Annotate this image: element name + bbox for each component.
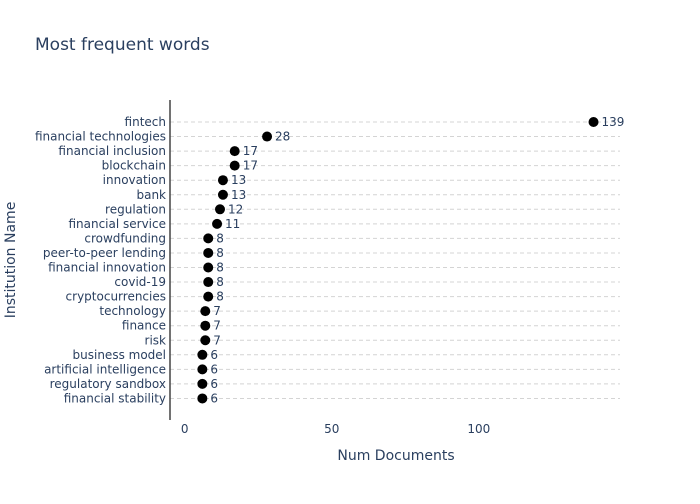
category-label: covid-19	[114, 275, 166, 289]
data-point	[197, 393, 208, 404]
data-label: 13	[231, 173, 246, 187]
data-label: 28	[275, 130, 290, 144]
data-label: 6	[210, 391, 218, 405]
data-label: 7	[213, 304, 221, 318]
category-label: financial inclusion	[58, 144, 166, 158]
data-point	[229, 160, 240, 171]
category-label: financial service	[68, 217, 166, 231]
category-label: cryptocurrencies	[66, 290, 166, 304]
category-label: bank	[136, 188, 166, 202]
data-points	[197, 117, 599, 404]
category-label: artificial intelligence	[44, 362, 166, 376]
category-label: regulatory sandbox	[50, 377, 166, 391]
x-tick-label: 100	[467, 422, 490, 436]
category-label: innovation	[103, 173, 166, 187]
data-label: 6	[210, 377, 218, 391]
x-tick-labels: 0 50 100	[181, 422, 490, 436]
data-point	[197, 349, 208, 360]
data-point	[200, 306, 211, 317]
data-point	[203, 233, 214, 244]
category-label: regulation	[105, 202, 166, 216]
data-label: 6	[210, 348, 218, 362]
data-label: 8	[216, 231, 224, 245]
data-label: 11	[225, 217, 240, 231]
data-point	[262, 131, 273, 142]
data-point	[217, 175, 228, 186]
x-axis-title: Num Documents	[337, 448, 454, 464]
data-point	[197, 364, 208, 375]
data-point	[215, 204, 225, 215]
data-label: 7	[213, 319, 221, 333]
data-label: 17	[243, 159, 258, 173]
category-label: technology	[99, 304, 166, 318]
data-point	[200, 320, 211, 331]
x-tick-label: 0	[181, 422, 189, 436]
data-label: 8	[216, 275, 224, 289]
data-label: 6	[210, 362, 218, 376]
data-point	[588, 117, 599, 127]
category-label: financial innovation	[48, 261, 166, 275]
y-axis-title: Institution Name	[3, 202, 19, 319]
grid-layer	[170, 121, 620, 399]
data-label: 8	[216, 246, 224, 260]
x-tick-label: 50	[324, 422, 339, 436]
data-point	[203, 291, 214, 302]
data-label: 13	[231, 188, 246, 202]
category-label: business model	[73, 348, 166, 362]
category-label: financial technologies	[35, 130, 166, 144]
chart-title: Most frequent words	[35, 35, 210, 55]
data-point	[197, 378, 208, 389]
data-point	[203, 247, 214, 258]
data-point	[212, 218, 223, 229]
category-label: blockchain	[102, 159, 166, 173]
data-point	[203, 262, 214, 273]
data-label: 139	[602, 115, 625, 129]
category-label: risk	[145, 333, 167, 347]
category-label: financial stability	[64, 391, 166, 405]
category-label: peer-to-peer lending	[43, 246, 166, 260]
data-label: 8	[216, 290, 224, 304]
category-label: crowdfunding	[84, 231, 166, 245]
category-label: finance	[122, 319, 166, 333]
category-label: fintech	[125, 115, 166, 129]
data-label: 17	[243, 144, 258, 158]
data-label: 8	[216, 261, 224, 275]
data-point	[200, 335, 211, 346]
data-point	[217, 189, 228, 200]
data-point	[229, 146, 240, 157]
data-label: 7	[213, 333, 221, 347]
data-label: 12	[228, 202, 243, 216]
data-point	[203, 277, 214, 288]
